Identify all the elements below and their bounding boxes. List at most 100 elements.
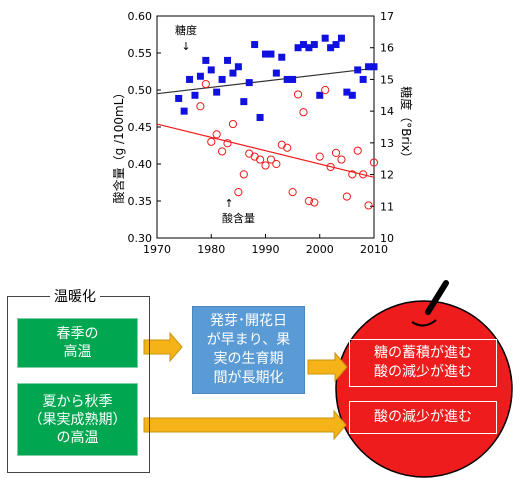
sugar-point bbox=[213, 88, 221, 96]
right-y-tick-label: 12 bbox=[380, 169, 394, 182]
summer-heat-line-1: 夏から秋季 bbox=[42, 393, 113, 410]
acid-point bbox=[331, 148, 341, 157]
sugar-point bbox=[278, 53, 286, 61]
sugar-point bbox=[196, 72, 204, 80]
acid-point bbox=[315, 152, 324, 161]
apple-dimple bbox=[411, 319, 437, 327]
acid-point bbox=[293, 90, 303, 99]
acid-point bbox=[283, 143, 292, 152]
summer-heat-box: 夏から秋季 （果実成熟期） の高温 bbox=[17, 383, 138, 456]
sugar-point bbox=[294, 44, 302, 52]
trendlines bbox=[156, 67, 375, 178]
right-y-tick-label: 11 bbox=[380, 200, 394, 213]
right-y-axis-ticks: 10 11 12 13 14 15 16 17 bbox=[370, 10, 394, 245]
acid-point bbox=[348, 170, 357, 179]
sugar-point bbox=[272, 69, 280, 77]
warming-title: 温暖化 bbox=[50, 289, 100, 305]
sugar-acid-effect-box: 糖の蓄積が進む 酸の減少が進む bbox=[349, 339, 497, 387]
sugar-point bbox=[186, 75, 194, 83]
left-y-tick-label: 0.55 bbox=[128, 47, 153, 60]
acid-point bbox=[234, 188, 243, 197]
x-tick-label: 2000 bbox=[306, 243, 334, 256]
x-axis-ticks: 1970 1980 1990 2000 2010 bbox=[143, 234, 388, 256]
right-y-tick-label: 10 bbox=[380, 232, 394, 245]
sugar-point bbox=[316, 91, 324, 99]
summer-heat-line-3: の高温 bbox=[56, 429, 99, 446]
acid-decrease-text: 酸の減少が進む bbox=[374, 364, 472, 380]
acid-decrease-text-2: 酸の減少が進む bbox=[374, 409, 472, 425]
sugar-point bbox=[348, 91, 356, 99]
growth-period-box: 発芽･開花日 が早まり、果 実の生育期 間が長期化 bbox=[192, 306, 305, 394]
sugar-point bbox=[359, 75, 367, 83]
sugar-point bbox=[332, 41, 340, 49]
x-tick-label: 2010 bbox=[360, 243, 388, 256]
sugar-point bbox=[365, 63, 373, 71]
arrow-summer-to-apple bbox=[143, 409, 347, 441]
acid-point bbox=[304, 196, 313, 206]
sugar-point bbox=[240, 98, 248, 106]
sugar-point bbox=[218, 75, 226, 83]
left-y-tick-label: 0.35 bbox=[128, 195, 153, 208]
sugar-point bbox=[207, 66, 215, 74]
left-y-tick-label: 0.30 bbox=[128, 232, 153, 245]
acid-point bbox=[212, 130, 221, 139]
left-y-tick-label: 0.45 bbox=[128, 121, 153, 134]
acid-point bbox=[353, 146, 362, 155]
sugar-point bbox=[256, 113, 264, 121]
left-y-tick-label: 0.60 bbox=[128, 10, 153, 23]
acid-point bbox=[255, 155, 265, 164]
sugar-point bbox=[354, 66, 362, 74]
acid-effect-box: 酸の減少が進む bbox=[349, 401, 497, 434]
acid-point bbox=[223, 139, 232, 148]
acid-point bbox=[364, 201, 373, 210]
sugar-point bbox=[370, 63, 378, 71]
sugar-point bbox=[234, 63, 242, 71]
sugar-point bbox=[299, 41, 307, 49]
scatter-chart: 1970 1980 1990 2000 2010 0.30 0.35 0.40 0.45 0.5… bbox=[111, 10, 414, 256]
acid-point bbox=[288, 188, 297, 197]
acid-point bbox=[272, 159, 281, 169]
left-y-tick-label: 0.40 bbox=[128, 158, 153, 171]
sugar-point bbox=[289, 75, 297, 83]
left-y-tick-label: 0.50 bbox=[128, 84, 153, 97]
acid-point bbox=[337, 155, 346, 164]
arrow-process-to-apple bbox=[307, 351, 348, 383]
sugar-point bbox=[251, 41, 259, 49]
sugar-point bbox=[202, 56, 210, 64]
right-y-tick-label: 15 bbox=[380, 73, 394, 86]
sugar-point bbox=[337, 34, 345, 42]
sugar-point bbox=[245, 79, 253, 87]
acid-point bbox=[228, 119, 238, 129]
acid-point bbox=[239, 170, 248, 179]
acid-point bbox=[369, 158, 379, 167]
left-y-axis-ticks: 0.30 0.35 0.40 0.45 0.50 0.55 0.60 bbox=[128, 10, 161, 245]
sugar-point bbox=[321, 34, 329, 42]
sugar-point bbox=[310, 41, 318, 49]
acid-point bbox=[261, 161, 270, 170]
acid-point bbox=[326, 162, 335, 172]
sugar-point bbox=[343, 88, 351, 96]
sugar-accumulation-text: 糖の蓄積が進む bbox=[374, 345, 472, 361]
right-y-axis-label: 糖度（°Brix） bbox=[399, 86, 414, 164]
spring-heat-line-1: 春季の bbox=[56, 326, 99, 342]
trendline-sugar bbox=[156, 67, 375, 95]
x-tick-label: 1990 bbox=[252, 243, 280, 256]
spring-heat-line-2: 高温 bbox=[63, 344, 92, 360]
sugar-point bbox=[305, 44, 313, 52]
acid-annotation-label: 酸含量 bbox=[222, 211, 255, 225]
acid-point bbox=[201, 79, 210, 89]
sugar-point bbox=[229, 69, 237, 77]
acid-point bbox=[299, 108, 308, 117]
right-y-tick-label: 17 bbox=[380, 10, 394, 23]
right-y-tick-label: 13 bbox=[380, 137, 394, 150]
right-y-tick-label: 14 bbox=[380, 105, 394, 118]
sugar-annotation-label: 糖度 bbox=[175, 23, 197, 37]
sugar-point bbox=[191, 91, 199, 99]
growth-period-line-1: 発芽･開花日 bbox=[210, 313, 287, 329]
acid-point bbox=[266, 155, 276, 164]
acid-point bbox=[207, 137, 216, 146]
sugar-point bbox=[267, 50, 275, 58]
sugar-point bbox=[283, 75, 291, 83]
data-points bbox=[175, 34, 379, 210]
growth-period-line-2: が早まり、果 bbox=[206, 332, 291, 348]
